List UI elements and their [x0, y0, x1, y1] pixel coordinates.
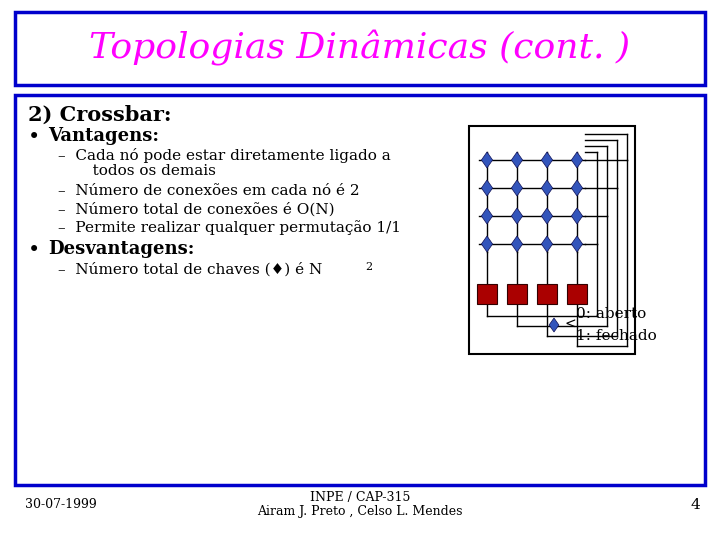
Text: –  Número de conexões em cada nó é 2: – Número de conexões em cada nó é 2	[58, 184, 359, 198]
Text: Desvantagens:: Desvantagens:	[48, 240, 194, 258]
Polygon shape	[511, 236, 523, 252]
Polygon shape	[541, 152, 553, 168]
Text: 1: fechado: 1: fechado	[576, 329, 657, 343]
Polygon shape	[541, 180, 553, 196]
Polygon shape	[511, 152, 523, 168]
Text: 0: aberto: 0: aberto	[576, 307, 647, 321]
Text: Airam J. Preto , Celso L. Mendes: Airam J. Preto , Celso L. Mendes	[257, 505, 463, 518]
Text: –  Permite realizar qualquer permutação 1/1: – Permite realizar qualquer permutação 1…	[58, 220, 401, 235]
Polygon shape	[541, 208, 553, 224]
Text: 2) Crossbar:: 2) Crossbar:	[28, 105, 171, 125]
Polygon shape	[482, 208, 492, 224]
Text: –  Cada nó pode estar diretamente ligado a: – Cada nó pode estar diretamente ligado …	[58, 148, 391, 163]
Polygon shape	[572, 208, 582, 224]
Polygon shape	[572, 236, 582, 252]
Polygon shape	[572, 152, 582, 168]
Text: INPE / CAP-315: INPE / CAP-315	[310, 491, 410, 504]
Bar	[477, 284, 497, 304]
Text: <: <	[565, 318, 577, 332]
Bar	[537, 284, 557, 304]
Text: 2: 2	[365, 262, 372, 272]
Bar	[507, 284, 527, 304]
Polygon shape	[482, 180, 492, 196]
Polygon shape	[541, 236, 553, 252]
Text: todos os demais: todos os demais	[78, 164, 216, 178]
Bar	[567, 284, 587, 304]
Text: –  Número total de conexões é O(N): – Número total de conexões é O(N)	[58, 202, 335, 217]
Polygon shape	[511, 180, 523, 196]
Polygon shape	[511, 208, 523, 224]
Text: •: •	[28, 127, 40, 147]
Text: Topologias Dinâmicas (cont. ): Topologias Dinâmicas (cont. )	[89, 30, 631, 66]
FancyBboxPatch shape	[15, 95, 705, 485]
Polygon shape	[572, 180, 582, 196]
Text: 4: 4	[690, 498, 700, 512]
FancyBboxPatch shape	[15, 12, 705, 85]
Text: –  Número total de chaves (♦) é N: – Número total de chaves (♦) é N	[58, 262, 323, 276]
Polygon shape	[482, 236, 492, 252]
Text: Vantagens:: Vantagens:	[48, 127, 159, 145]
Polygon shape	[482, 152, 492, 168]
Text: •: •	[28, 240, 40, 260]
Text: 30-07-1999: 30-07-1999	[25, 498, 96, 511]
Polygon shape	[549, 318, 559, 332]
